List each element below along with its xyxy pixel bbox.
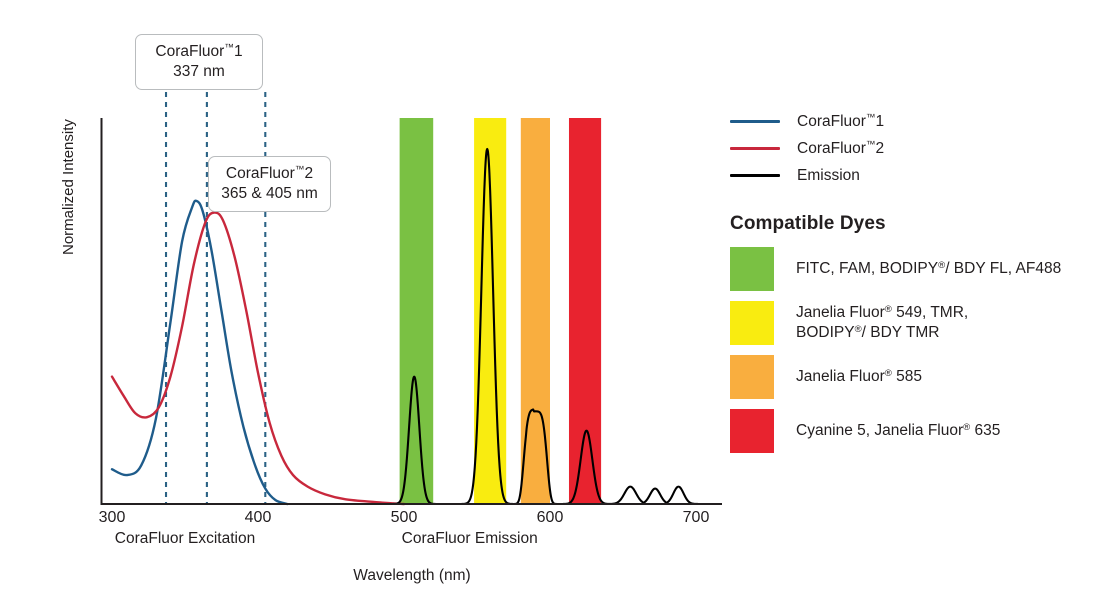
dye-label-0-line1: FITC, FAM, BODIPY®/ BDY FL, AF488 (796, 259, 1062, 277)
registered-icon: ® (963, 421, 971, 433)
dye-label-3: Cyanine 5, Janelia Fluor® 635 (796, 421, 1000, 441)
legend-item-emission: Emission (730, 162, 1110, 189)
dye-color-swatch-1 (730, 301, 774, 345)
legend-item-corafluor-2: CoraFluor™2 (730, 135, 1110, 162)
emission-band-0 (399, 118, 434, 504)
x-axis-group-label-excitation: CoraFluor Excitation (114, 530, 256, 547)
callout-cf2-line2: 365 & 405 nm (221, 184, 318, 202)
emission-band-3 (568, 118, 602, 504)
dye-label-2: Janelia Fluor® 585 (796, 367, 922, 387)
x-axis-group-label-emission: CoraFluor Emission (401, 530, 538, 547)
dye-label-1: Janelia Fluor® 549, TMR, BODIPY®/ BDY TMR (796, 303, 968, 344)
legend-label-corafluor-2: CoraFluor™2 (797, 139, 885, 157)
trademark-icon: ™ (865, 139, 876, 151)
dye-color-swatch-0 (730, 247, 774, 291)
callout-corafluor-2: CoraFluor™2 365 & 405 nm (208, 156, 331, 213)
legend-panel: CoraFluor™1 CoraFluor™2 Emission Compati… (730, 108, 1110, 463)
dye-row-1: Janelia Fluor® 549, TMR, BODIPY®/ BDY TMR (730, 301, 1110, 345)
x-axis-tick-700: 700 (682, 509, 710, 526)
legend-line-swatch-emission (730, 174, 780, 177)
curve-corafluor-2 (110, 211, 406, 506)
callout-cf1-line2: 337 nm (173, 62, 225, 80)
callout-cf2-line1: CoraFluor™2 (225, 164, 314, 182)
spectra-chart (100, 92, 722, 506)
series-legend: CoraFluor™1 CoraFluor™2 Emission (730, 108, 1110, 189)
dye-row-3: Cyanine 5, Janelia Fluor® 635 (730, 409, 1110, 453)
chart-plot-area: CoraFluor™1 337 nm CoraFluor™2 365 & 405… (60, 34, 722, 584)
registered-icon: ® (884, 367, 892, 379)
x-axis-tick-500: 500 (390, 509, 418, 526)
legend-label-corafluor-1: CoraFluor™1 (797, 112, 885, 130)
trademark-icon: ™ (865, 112, 876, 124)
dye-label-1-line2: BODIPY®/ BDY TMR (796, 324, 940, 341)
trademark-icon: ™ (294, 164, 305, 176)
legend-label-emission: Emission (797, 166, 860, 184)
callout-corafluor-1: CoraFluor™1 337 nm (135, 34, 263, 91)
callout-cf1-line1: CoraFluor™1 (155, 42, 243, 60)
dye-label-0: FITC, FAM, BODIPY®/ BDY FL, AF488 (796, 259, 1061, 279)
x-axis-tick-300: 300 (98, 509, 126, 526)
legend-item-corafluor-1: CoraFluor™1 (730, 108, 1110, 135)
compatible-dyes-list: FITC, FAM, BODIPY®/ BDY FL, AF488 Janelia… (730, 247, 1110, 453)
dye-color-swatch-3 (730, 409, 774, 453)
x-axis-tick-400: 400 (244, 509, 272, 526)
dye-label-2-line1: Janelia Fluor® 585 (796, 367, 922, 385)
dye-row-0: FITC, FAM, BODIPY®/ BDY FL, AF488 (730, 247, 1110, 291)
registered-icon: ® (854, 324, 862, 336)
dye-label-1-line1: Janelia Fluor® 549, TMR, (796, 303, 969, 321)
legend-line-swatch-corafluor-2 (730, 147, 780, 150)
registered-icon: ® (938, 259, 946, 271)
dye-color-swatch-2 (730, 355, 774, 399)
registered-icon: ® (884, 303, 892, 315)
curve-corafluor-1 (110, 199, 289, 506)
y-axis-title: Normalized Intensity (60, 119, 77, 255)
x-axis-tick-600: 600 (536, 509, 564, 526)
x-axis-title: Wavelength (nm) (353, 567, 471, 584)
legend-line-swatch-corafluor-1 (730, 120, 780, 123)
dye-label-3-line1: Cyanine 5, Janelia Fluor® 635 (796, 421, 1001, 439)
trademark-icon: ™ (224, 42, 234, 54)
dye-row-2: Janelia Fluor® 585 (730, 355, 1110, 399)
compatible-dyes-heading: Compatible Dyes (730, 213, 886, 234)
